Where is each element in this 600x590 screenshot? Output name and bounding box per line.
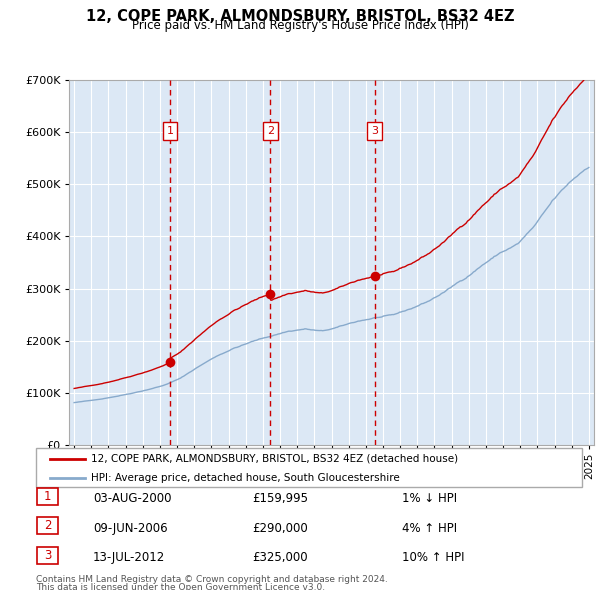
Text: 13-JUL-2012: 13-JUL-2012	[93, 551, 165, 564]
Text: £159,995: £159,995	[252, 492, 308, 505]
Text: 12, COPE PARK, ALMONDSBURY, BRISTOL, BS32 4EZ: 12, COPE PARK, ALMONDSBURY, BRISTOL, BS3…	[86, 9, 514, 24]
Text: 12, COPE PARK, ALMONDSBURY, BRISTOL, BS32 4EZ (detached house): 12, COPE PARK, ALMONDSBURY, BRISTOL, BS3…	[91, 454, 458, 464]
Text: 2: 2	[267, 126, 274, 136]
Text: £290,000: £290,000	[252, 522, 308, 535]
Text: 09-JUN-2006: 09-JUN-2006	[93, 522, 167, 535]
Text: 2: 2	[44, 519, 51, 532]
FancyBboxPatch shape	[37, 488, 58, 504]
Text: Price paid vs. HM Land Registry's House Price Index (HPI): Price paid vs. HM Land Registry's House …	[131, 19, 469, 32]
Text: This data is licensed under the Open Government Licence v3.0.: This data is licensed under the Open Gov…	[36, 583, 325, 590]
Text: 1: 1	[166, 126, 173, 136]
Text: 10% ↑ HPI: 10% ↑ HPI	[402, 551, 464, 564]
Text: 3: 3	[371, 126, 378, 136]
Text: 4% ↑ HPI: 4% ↑ HPI	[402, 522, 457, 535]
Text: 1: 1	[44, 490, 51, 503]
Text: £325,000: £325,000	[252, 551, 308, 564]
FancyBboxPatch shape	[37, 517, 58, 534]
Text: 3: 3	[44, 549, 51, 562]
Text: 03-AUG-2000: 03-AUG-2000	[93, 492, 172, 505]
Text: Contains HM Land Registry data © Crown copyright and database right 2024.: Contains HM Land Registry data © Crown c…	[36, 575, 388, 584]
Text: HPI: Average price, detached house, South Gloucestershire: HPI: Average price, detached house, Sout…	[91, 473, 400, 483]
FancyBboxPatch shape	[36, 448, 582, 487]
Text: 1% ↓ HPI: 1% ↓ HPI	[402, 492, 457, 505]
FancyBboxPatch shape	[37, 547, 58, 563]
